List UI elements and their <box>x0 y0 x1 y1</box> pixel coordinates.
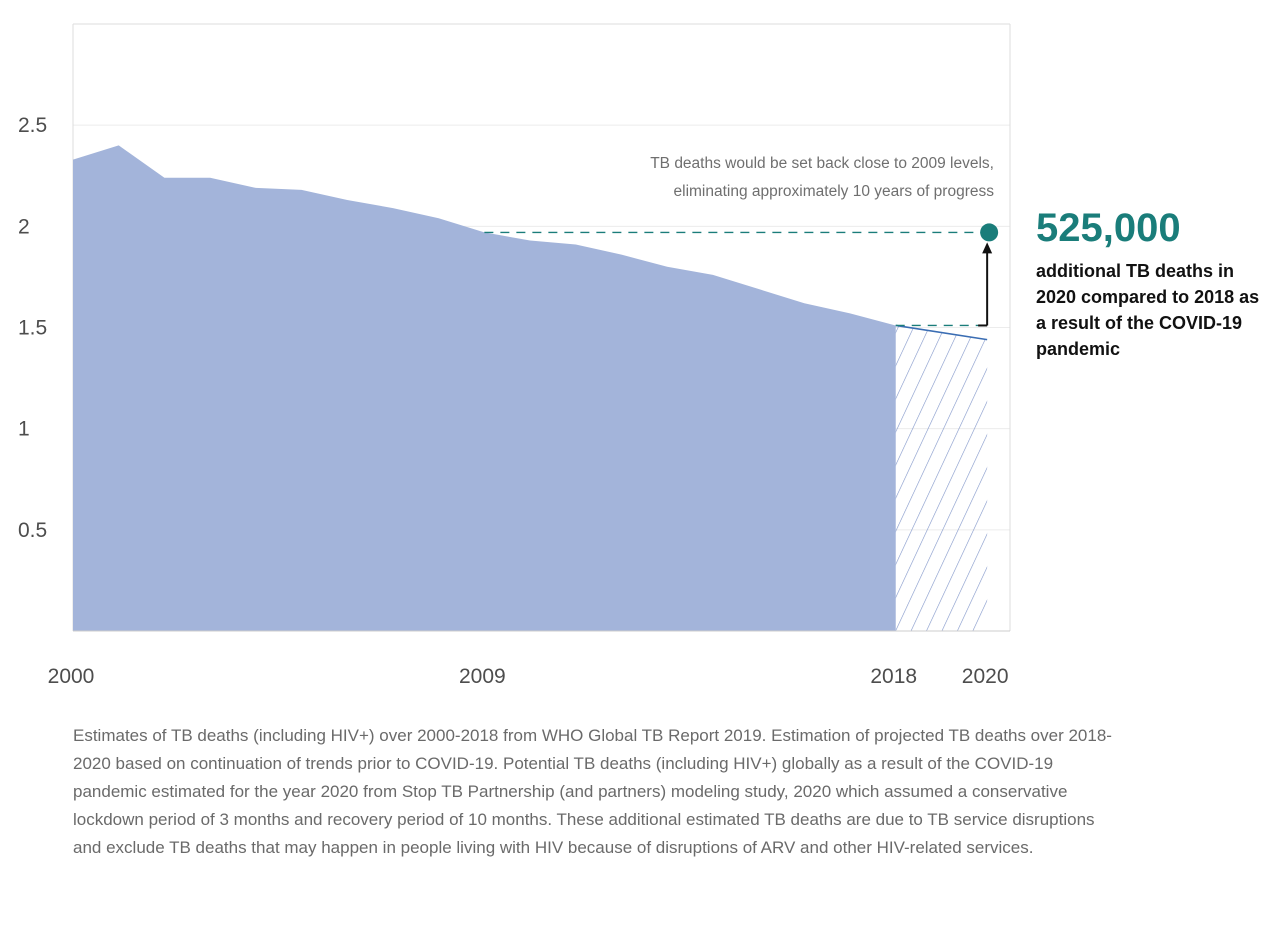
projection-line <box>895 324 988 341</box>
y-tick-label: 1.5 <box>18 317 47 340</box>
callout-value: 525,000 <box>1036 206 1181 250</box>
x-tick-label: 2018 <box>870 665 917 688</box>
x-tick-label: 2009 <box>459 665 506 688</box>
x-tick-label: 2000 <box>48 665 95 688</box>
y-tick-label: 2 <box>18 215 30 238</box>
tb-deaths-area <box>73 145 896 631</box>
annotation-note-line-1: TB deaths would be set back close to 200… <box>650 155 994 172</box>
x-tick-label: 2020 <box>962 665 1009 688</box>
annotation-note-line-2: eliminating approximately 10 years of pr… <box>674 183 995 200</box>
projection-hatched-area <box>895 325 988 631</box>
reference-lines <box>484 231 988 327</box>
callout-description: additional TB deaths in 2020 compared to… <box>1036 261 1260 360</box>
target-dot <box>980 223 999 242</box>
y-tick-label: 2.5 <box>18 114 47 137</box>
chart-caption: Estimates of TB deaths (including HIV+) … <box>73 726 1112 858</box>
tb-deaths-chart: 0.5 1 1.5 2 2.5 2000 2009 2018 2020 TB deaths w… <box>18 23 1011 688</box>
x-tick-labels: 2000 2009 2018 2020 <box>48 665 1009 688</box>
arrow-head-icon <box>982 242 993 254</box>
y-tick-labels: 0.5 1 1.5 2 2.5 <box>18 114 47 542</box>
y-tick-label: 0.5 <box>18 519 47 542</box>
y-tick-label: 1 <box>18 418 30 441</box>
